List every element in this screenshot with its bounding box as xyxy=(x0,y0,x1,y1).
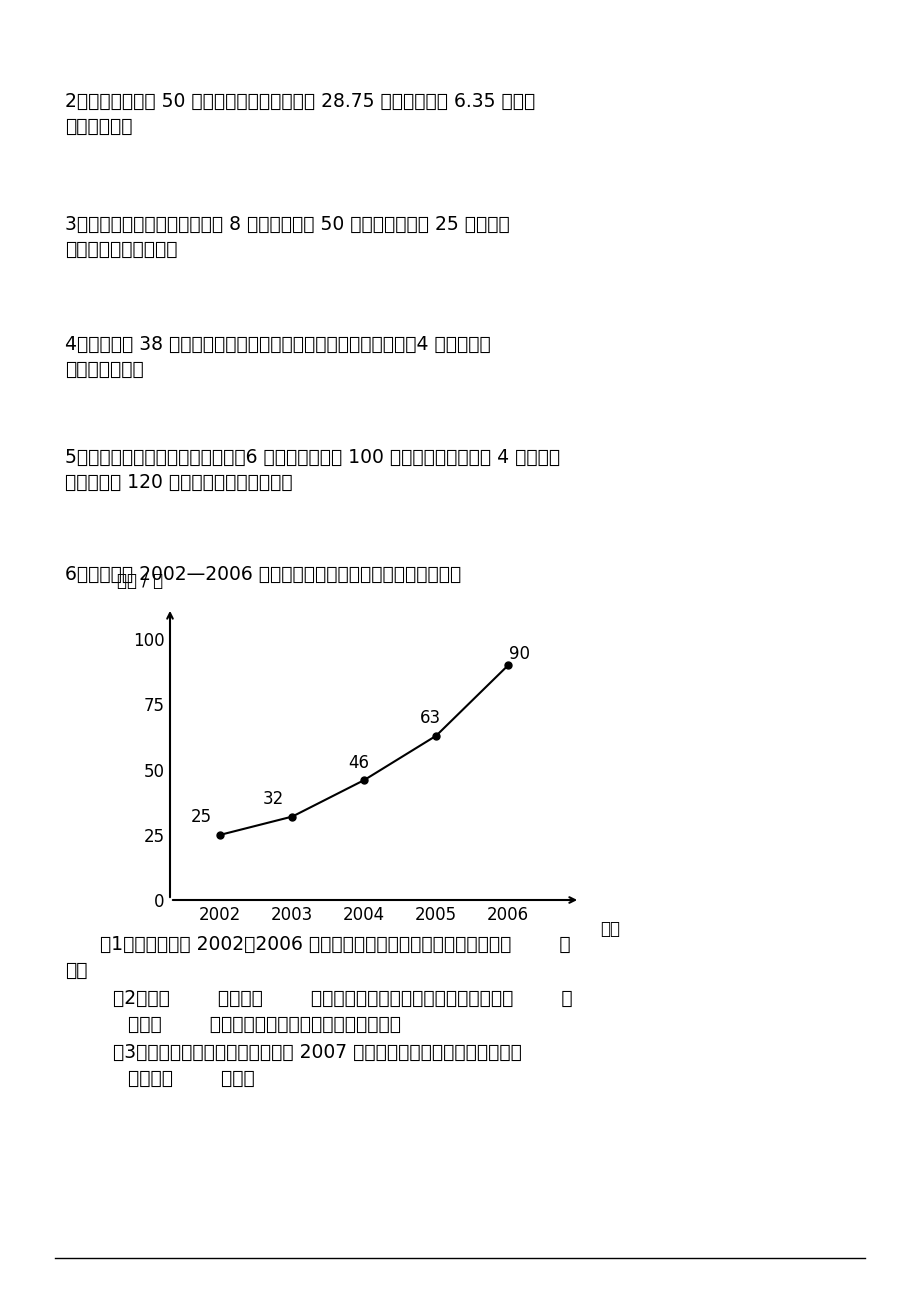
Text: 量大约（        ）台。: 量大约（ ）台。 xyxy=(128,1069,255,1088)
Text: 年到（        ）年电脑平均拥有量增长的幅度最大。: 年到（ ）年电脑平均拥有量增长的幅度最大。 xyxy=(128,1016,401,1034)
Text: 2、小兰的妈妈带 50 元錢去买菜，买药菜用去 28.75 元，买素菜用 6.35 元。还: 2、小兰的妈妈带 50 元錢去买菜，买药菜用去 28.75 元，买素菜用 6.3… xyxy=(65,92,535,111)
Text: 6、滨江小区 2002—2006 年每一百户居民电脑平均拥有量如下图。: 6、滨江小区 2002—2006 年每一百户居民电脑平均拥有量如下图。 xyxy=(65,565,460,585)
Text: 平均每天修 120 米，这段公路长多少米？: 平均每天修 120 米，这段公路长多少米？ xyxy=(65,473,292,492)
Text: 63: 63 xyxy=(420,710,441,728)
Text: 剩多少元錢？: 剩多少元錢？ xyxy=(65,117,132,135)
Text: 年份: 年份 xyxy=(600,921,619,939)
Text: 5、修路队修一段公路，第一周修了6 天，平均每天修 100 米。第二周准备再修 4 天完工，: 5、修路队修一段公路，第一周修了6 天，平均每天修 100 米。第二周准备再修 … xyxy=(65,448,560,467)
Text: 3、学校食堂运来大米和面粉同 8 袋，大米每袋 50 千克，面粉每袋 25 千克，一: 3、学校食堂运来大米和面粉同 8 袋，大米每袋 50 千克，面粉每袋 25 千克… xyxy=(65,215,509,234)
Text: 46: 46 xyxy=(347,754,369,772)
Text: （2）、（        ）年到（        ）年电脑平均拥有量增长的幅度最小。（        ）: （2）、（ ）年到（ ）年电脑平均拥有量增长的幅度最小。（ ） xyxy=(113,990,572,1008)
Text: 共运来簮食多少千克？: 共运来簮食多少千克？ xyxy=(65,240,177,259)
Text: 重是多少千克？: 重是多少千克？ xyxy=(65,359,143,379)
Text: （3）、根据图上的信息，你能预测 2007 年滨江小区每一百人电脑平均拥有: （3）、根据图上的信息，你能预测 2007 年滨江小区每一百人电脑平均拥有 xyxy=(113,1043,521,1062)
Text: 4、冬冬体重 38 千克，表弟体重是他的一半，而爷爷体重是表弟的4 倍。爷爷体: 4、冬冬体重 38 千克，表弟体重是他的一半，而爷爷体重是表弟的4 倍。爷爷体 xyxy=(65,335,490,354)
Text: 数量 / 台: 数量 / 台 xyxy=(117,573,163,591)
Text: 90: 90 xyxy=(508,644,529,663)
Text: （1）、滨江小区 2002－2006 年每一百户居民平均拥有量一共增加了（        ）: （1）、滨江小区 2002－2006 年每一百户居民平均拥有量一共增加了（ ） xyxy=(100,935,570,954)
Text: 32: 32 xyxy=(262,790,283,809)
Text: 25: 25 xyxy=(190,809,211,827)
Text: 台。: 台。 xyxy=(65,961,87,980)
